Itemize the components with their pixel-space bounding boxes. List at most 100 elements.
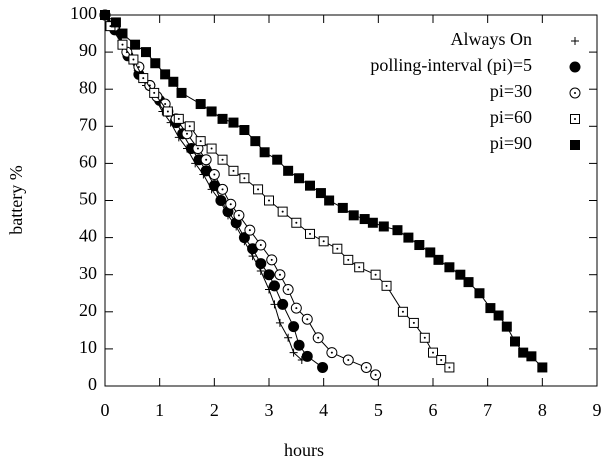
- y-tick-label: 10: [79, 337, 97, 357]
- marker: [268, 280, 280, 292]
- marker: [217, 183, 229, 195]
- marker-dot: [205, 158, 208, 161]
- marker: [173, 113, 184, 124]
- marker-plus: [275, 318, 284, 327]
- marker-dot: [248, 229, 251, 232]
- marker-square: [141, 47, 151, 58]
- marker: [162, 106, 173, 117]
- marker: [433, 254, 444, 265]
- marker: [444, 262, 455, 273]
- marker: [436, 355, 447, 366]
- marker: [233, 209, 245, 221]
- marker: [206, 106, 217, 117]
- marker: [428, 347, 438, 358]
- marker: [305, 228, 315, 239]
- marker-dot: [137, 65, 140, 68]
- marker: [501, 321, 512, 332]
- marker: [301, 313, 313, 325]
- marker-square: [537, 362, 548, 373]
- legend-label: polling-interval (pi)=5: [370, 55, 532, 76]
- marker: [342, 354, 354, 366]
- marker-square: [160, 69, 171, 80]
- marker-square: [570, 140, 580, 150]
- marker: [571, 37, 579, 45]
- marker-dot: [188, 125, 191, 128]
- marker-dot: [306, 318, 309, 321]
- marker: [367, 217, 378, 228]
- y-tick-label: 60: [79, 152, 97, 172]
- marker-dot: [232, 169, 235, 172]
- marker-dot: [412, 321, 415, 324]
- marker-dot: [121, 43, 124, 46]
- marker-square: [433, 254, 444, 265]
- marker-circle: [255, 258, 267, 270]
- marker: [370, 269, 381, 280]
- marker-square: [414, 240, 425, 251]
- marker-square: [150, 58, 161, 69]
- marker-square: [425, 247, 436, 258]
- marker: [348, 210, 359, 221]
- marker: [294, 173, 305, 184]
- marker-square: [367, 217, 378, 228]
- legend-label: Always On: [451, 29, 533, 49]
- x-tick-label: 0: [101, 400, 110, 420]
- marker-dot: [164, 103, 167, 106]
- marker-plus: [270, 300, 279, 309]
- marker-square: [130, 39, 141, 50]
- marker-square: [217, 113, 228, 124]
- marker: [250, 136, 261, 147]
- marker-dot: [259, 244, 262, 247]
- marker-dot: [166, 110, 169, 113]
- marker: [354, 262, 365, 273]
- marker: [414, 240, 425, 251]
- marker-circle: [247, 243, 259, 255]
- marker: [359, 214, 370, 225]
- marker-dot: [317, 336, 320, 339]
- marker-square: [337, 202, 348, 213]
- marker-dot: [423, 336, 426, 339]
- marker-dot: [358, 266, 361, 269]
- marker-dot: [365, 366, 368, 369]
- marker: [195, 136, 206, 147]
- marker-dot: [347, 258, 350, 261]
- marker-square: [378, 221, 389, 232]
- marker: [337, 202, 348, 213]
- marker-square: [403, 232, 414, 243]
- marker: [392, 225, 403, 236]
- marker-square: [259, 147, 270, 158]
- marker: [283, 165, 294, 176]
- marker: [293, 339, 305, 351]
- marker: [403, 232, 414, 243]
- marker-dot: [574, 118, 576, 120]
- marker-square: [294, 173, 305, 184]
- marker-circle: [277, 298, 289, 310]
- marker-circle: [317, 361, 329, 373]
- marker: [150, 58, 161, 69]
- marker: [225, 198, 237, 210]
- marker: [277, 206, 288, 217]
- marker-dot: [153, 91, 156, 94]
- marker: [200, 165, 212, 177]
- marker: [255, 258, 267, 270]
- marker-square: [228, 117, 239, 128]
- marker: [110, 17, 121, 28]
- marker: [274, 269, 286, 281]
- marker: [200, 154, 212, 166]
- marker-square: [324, 195, 335, 206]
- marker-square: [100, 10, 110, 20]
- y-tick-label: 90: [79, 40, 97, 60]
- y-tick-label: 30: [79, 263, 97, 283]
- marker-circle: [293, 339, 305, 351]
- marker-dot: [237, 214, 240, 217]
- marker: [275, 318, 284, 327]
- marker: [100, 10, 110, 20]
- marker: [253, 184, 264, 195]
- marker-circle: [215, 195, 227, 206]
- x-tick-label: 2: [210, 400, 219, 420]
- marker: [312, 332, 324, 344]
- marker: [526, 351, 537, 362]
- x-tick-label: 1: [155, 400, 164, 420]
- y-tick-label: 40: [79, 226, 97, 246]
- marker-dot: [221, 158, 224, 161]
